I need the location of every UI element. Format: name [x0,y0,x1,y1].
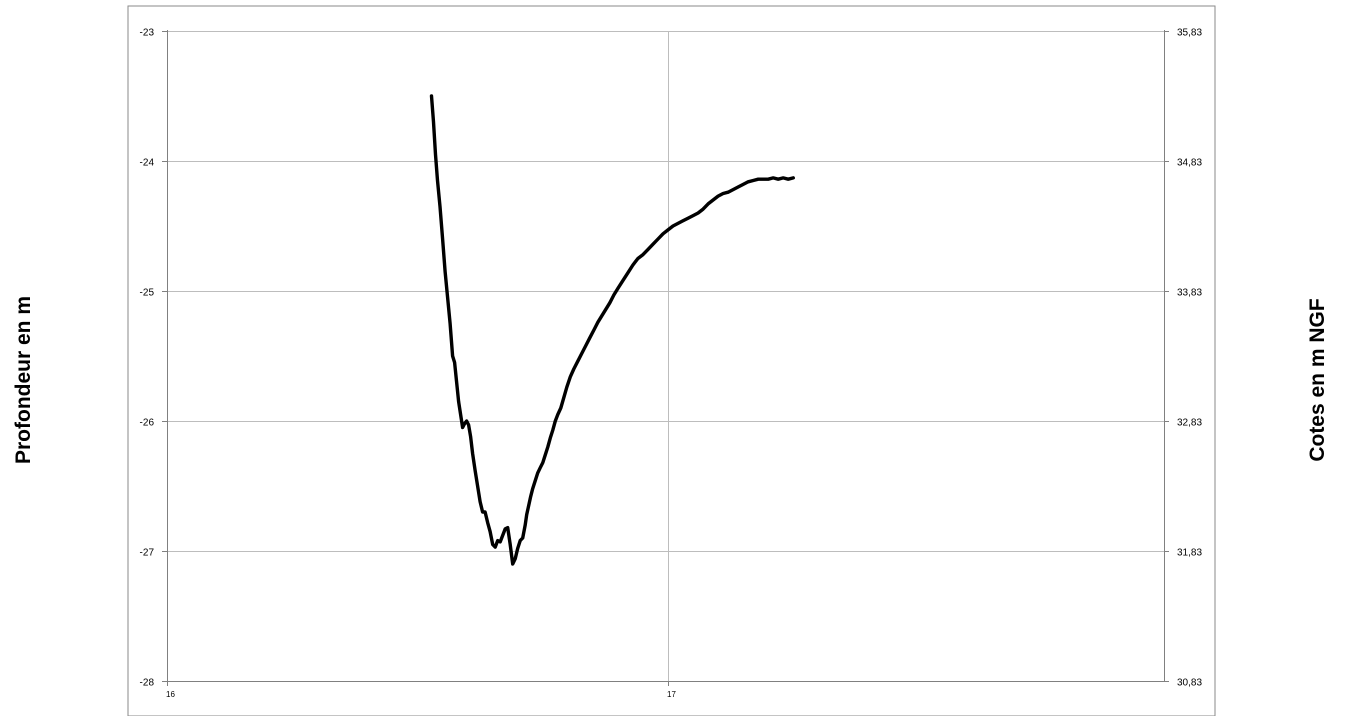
y-tick-label: -23 [140,28,155,39]
gridlines [167,31,1164,681]
y2-tick-label: 32,83 [1177,418,1202,429]
y-tick-label: -26 [140,418,155,429]
y2-tick-label: 34,83 [1177,158,1202,169]
y2-tick-label: 33,83 [1177,288,1202,299]
y2-tick-label: 31,83 [1177,548,1202,559]
y-axis-label-right: Cotes en m NGF [1306,298,1329,462]
depth-profile-line [429,94,795,566]
chart-frame [127,5,1216,716]
y-tick-label: -24 [140,158,155,169]
y-tick-label: -28 [140,678,155,689]
y2-tick-label: 30,83 [1177,678,1202,689]
x-tick-label: 16 [166,690,175,699]
y-axis-label-left: Profondeur en m [12,295,35,465]
y2-tick-label: 35,83 [1177,28,1202,39]
x-tick-label: 17 [667,690,676,699]
y-tick-label: -27 [140,548,155,559]
tick-labels: -28 30,83 -27 31,83 -26 32,83 -25 33,83 -24 34,83… [140,28,1203,700]
y-tick-label: -25 [140,288,155,299]
